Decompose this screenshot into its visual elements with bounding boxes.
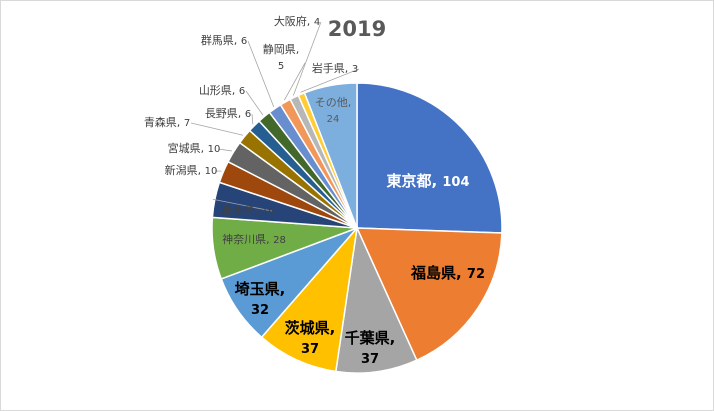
data-label-6: 神奈川県, 28 [222,232,286,246]
leader-line-15 [292,21,322,96]
pie-slice-17 [303,82,358,229]
data-label-4: 茨城県, 37 [285,319,336,357]
data-label-10: 青森県, 7 [144,115,190,129]
data-label-5: 埼玉県, 32 [235,280,286,318]
pie-slices [211,82,503,374]
leader-line-10 [190,122,244,136]
data-label-13: 群馬県, 6 [201,33,247,47]
data-label-15: 大阪府, 4 [274,14,320,28]
pie-slice-4 [260,225,359,373]
pie-slice-1 [356,82,503,234]
chart-title: 2019 [328,17,386,41]
data-label-9: 宮城県, 10 [168,141,221,155]
data-label-3: 千葉県, 37 [345,329,396,367]
data-label-7: 栃木県, 16 [222,203,275,217]
leader-line-16 [300,68,360,93]
data-label-1: 東京都, 104 [386,172,469,190]
leader-line-11 [251,113,254,125]
leader-line-9 [217,148,232,152]
leader-lines [190,21,360,212]
data-label-14: 静岡県, 5 [263,42,300,72]
leader-line-14 [283,62,306,101]
leader-line-12 [245,90,264,116]
leader-line-13 [247,40,275,107]
data-label-17: その他, 24 [315,96,352,125]
data-label-16: 岩手県, 3 [312,61,358,75]
data-label-8: 新潟県, 10 [165,163,218,177]
data-label-11: 長野県, 6 [205,107,251,120]
leader-line-7 [212,198,273,212]
data-label-2: 福島県, 72 [410,264,485,282]
pie-slice-2 [355,227,503,362]
data-label-12: 山形県, 6 [199,84,245,97]
pie-slice-3 [334,225,418,374]
